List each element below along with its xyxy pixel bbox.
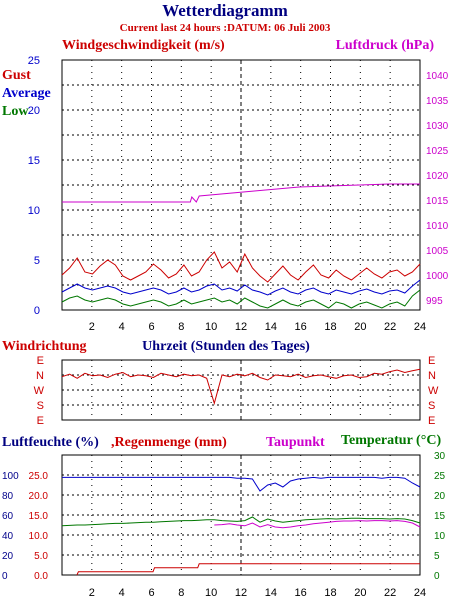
pressure-tick-label: 1030 xyxy=(426,121,449,132)
temperature-line xyxy=(61,516,421,527)
low-wind-line xyxy=(61,289,421,309)
gust-line xyxy=(61,251,421,283)
direction-tick-label-right: W xyxy=(428,385,439,397)
hour-tick-label-bottom: 16 xyxy=(295,587,307,599)
humidity-tick-label: 20 xyxy=(2,551,14,562)
humidity-line xyxy=(62,476,421,492)
pressure-tick-label: 995 xyxy=(426,296,443,307)
hour-tick-label-bottom: 20 xyxy=(354,587,366,599)
temperature-tick-label: 0 xyxy=(434,571,440,582)
chart-subtitle: Current last 24 hours :DATUM: 06 Juli 20… xyxy=(120,22,331,34)
humidity-axis-label: Luftfeuchte (%) xyxy=(2,435,99,450)
hour-tick-label: 16 xyxy=(295,321,307,333)
direction-tick-label-right: S xyxy=(428,400,435,412)
wind-tick-label: 5 xyxy=(34,255,40,267)
hour-tick-label-bottom: 22 xyxy=(384,587,396,599)
hour-tick-label-bottom: 6 xyxy=(148,587,154,599)
chart-title: Wetterdiagramm xyxy=(162,1,288,20)
hour-tick-label: 14 xyxy=(265,321,277,333)
hour-tick-label: 18 xyxy=(324,321,336,333)
pressure-axis-label: Luftdruck (hPa) xyxy=(336,38,435,53)
pressure-tick-label: 1000 xyxy=(426,271,449,282)
rain-line xyxy=(76,563,420,576)
hour-tick-label: 12 xyxy=(235,321,247,333)
temperature-axis-label: Temperatur (°C) xyxy=(341,433,441,448)
time-axis-label: Uhrzeit (Stunden des Tages) xyxy=(142,339,310,354)
legend-low: Low xyxy=(2,104,29,119)
wind-direction-line xyxy=(61,368,421,406)
dewpoint-line xyxy=(214,520,421,529)
rain-tick-label: 10.0 xyxy=(29,531,49,542)
humidity-tick-label: 80 xyxy=(2,491,14,502)
direction-tick-label-left: E xyxy=(37,355,44,367)
temperature-tick-label: 15 xyxy=(434,511,446,522)
dewpoint-label: Taupunkt xyxy=(266,435,325,450)
pressure-tick-label: 1020 xyxy=(426,171,449,182)
wind-tick-label: 25 xyxy=(28,55,40,67)
hour-tick-label: 22 xyxy=(384,321,396,333)
legend-gust: Gust xyxy=(2,68,31,83)
temperature-tick-label: 20 xyxy=(434,491,446,502)
hour-tick-label-bottom: 14 xyxy=(265,587,277,599)
direction-tick-label-left: N xyxy=(36,370,44,382)
wind-tick-label: 15 xyxy=(28,155,40,167)
rain-tick-label: 25.0 xyxy=(29,471,49,482)
direction-tick-label-left: E xyxy=(37,415,44,427)
temperature-tick-label: 25 xyxy=(434,471,446,482)
humidity-tick-label: 40 xyxy=(2,531,14,542)
rain-axis-label: ,Regenmenge (mm) xyxy=(111,435,227,450)
hour-tick-label: 20 xyxy=(354,321,366,333)
pressure-tick-label: 1015 xyxy=(426,196,449,207)
hour-tick-label: 6 xyxy=(148,321,154,333)
temperature-tick-label: 5 xyxy=(434,551,440,562)
direction-tick-label-right: E xyxy=(428,415,435,427)
direction-tick-label-left: S xyxy=(37,400,44,412)
pressure-tick-label: 1040 xyxy=(426,71,449,82)
hour-tick-label: 10 xyxy=(205,321,217,333)
hour-tick-label: 8 xyxy=(178,321,184,333)
wind-tick-label: 20 xyxy=(28,105,40,117)
pressure-tick-label: 1025 xyxy=(426,146,449,157)
direction-tick-label-left: W xyxy=(34,385,45,397)
legend-average: Average xyxy=(2,86,51,101)
hour-tick-label-bottom: 18 xyxy=(324,587,336,599)
pressure-tick-label: 1035 xyxy=(426,96,449,107)
direction-tick-label-right: N xyxy=(428,370,436,382)
humidity-tick-label: 0 xyxy=(2,571,8,582)
pressure-tick-label: 1005 xyxy=(426,246,449,257)
pressure-line xyxy=(62,183,420,203)
humidity-tick-label: 100 xyxy=(2,471,19,482)
hour-tick-label-bottom: 4 xyxy=(119,587,125,599)
wind-speed-axis-label: Windgeschwindigkeit (m/s) xyxy=(62,38,225,53)
rain-tick-label: 15.0 xyxy=(29,511,49,522)
rain-tick-label: 5.0 xyxy=(34,551,48,562)
direction-tick-label-right: E xyxy=(428,355,435,367)
hour-tick-label-bottom: 2 xyxy=(89,587,95,599)
rain-tick-label: 20.0 xyxy=(29,491,49,502)
hour-tick-label: 24 xyxy=(414,321,426,333)
pressure-tick-label: 1010 xyxy=(426,221,449,232)
hour-tick-label: 4 xyxy=(119,321,125,333)
temperature-tick-label: 30 xyxy=(434,451,446,462)
wind-tick-label: 10 xyxy=(28,205,40,217)
rain-tick-label: 0.0 xyxy=(34,571,48,582)
hour-tick-label-bottom: 24 xyxy=(414,587,426,599)
hour-tick-label-bottom: 8 xyxy=(178,587,184,599)
humidity-tick-label: 60 xyxy=(2,511,14,522)
hour-tick-label: 2 xyxy=(89,321,95,333)
wind-direction-label: Windrichtung xyxy=(2,339,87,354)
hour-tick-label-bottom: 12 xyxy=(235,587,247,599)
hour-tick-label-bottom: 10 xyxy=(205,587,217,599)
average-wind-line xyxy=(61,279,421,296)
wind-tick-label: 0 xyxy=(34,305,40,317)
temperature-tick-label: 10 xyxy=(434,531,446,542)
